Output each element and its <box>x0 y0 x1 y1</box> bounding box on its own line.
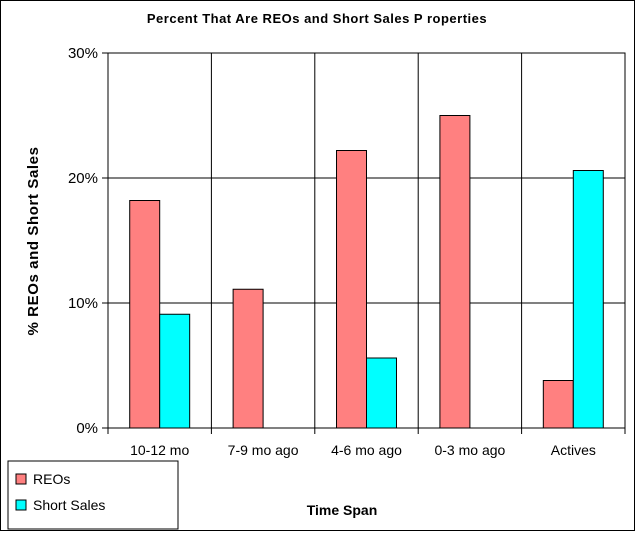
y-axis-label: % REOs and Short Sales <box>25 146 42 335</box>
legend-label: REOs <box>33 471 70 487</box>
y-tick-label: 30% <box>68 45 98 62</box>
y-tick-label: 10% <box>68 295 98 312</box>
bar-short-sales <box>573 171 603 429</box>
bar-reos <box>233 289 263 428</box>
x-tick-label: Actives <box>551 442 596 458</box>
bar-reos <box>440 116 470 429</box>
y-tick-label: 0% <box>76 420 98 437</box>
x-tick-label: 7-9 mo ago <box>228 442 299 458</box>
x-tick-label: 0-3 mo ago <box>434 442 505 458</box>
y-tick-label: 20% <box>68 170 98 187</box>
bar-reos <box>130 201 160 429</box>
x-axis-label: Time Span <box>307 502 378 518</box>
bar-reos <box>337 151 367 429</box>
x-tick-label: 10-12 mo <box>130 442 189 458</box>
bar-short-sales <box>367 358 397 428</box>
chart-title: Percent That Are REOs and Short Sales P … <box>147 11 487 26</box>
legend-swatch <box>16 500 26 510</box>
legend: REOs Short Sales <box>8 461 178 529</box>
legend-swatch <box>16 474 26 484</box>
bar-reos <box>543 381 573 429</box>
legend-label: Short Sales <box>33 497 105 513</box>
plot-area: 0% 10% 20% 30% 10-12 mo 7-9 mo ago 4-6 mo ago 0… <box>68 45 625 458</box>
bar-short-sales <box>160 314 190 428</box>
x-tick-label: 4-6 mo ago <box>331 442 402 458</box>
